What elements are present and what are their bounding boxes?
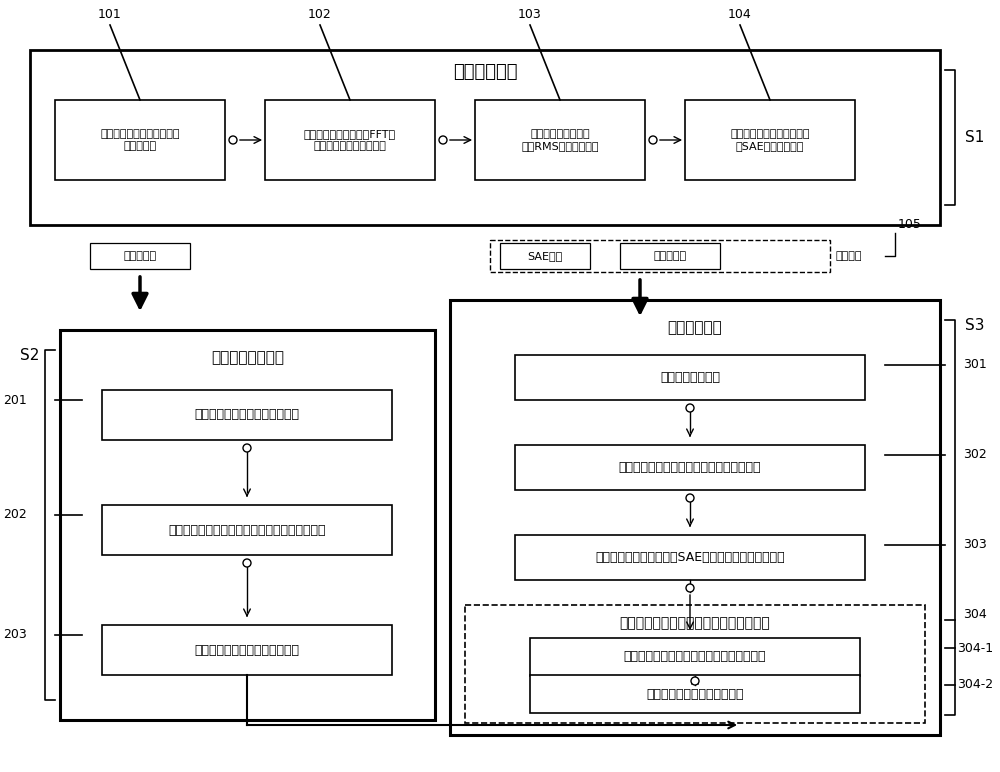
Text: 基线统计阈值生成: 基线统计阈值生成 <box>211 350 284 365</box>
Bar <box>60 330 435 720</box>
Bar <box>450 300 940 735</box>
Bar <box>530 638 860 676</box>
Text: S2: S2 <box>20 347 40 363</box>
Text: 健康表征集: 健康表征集 <box>123 251 157 261</box>
Text: 计算总体分布参数与各健康向量之间的马氏距离: 计算总体分布参数与各健康向量之间的马氏距离 <box>168 523 326 537</box>
Text: 健康表征集: 健康表征集 <box>653 251 687 261</box>
Bar <box>102 390 392 440</box>
Text: 基于健康基线与基线统计阈值的异常判定: 基于健康基线与基线统计阈值的异常判定 <box>620 616 770 630</box>
Text: S3: S3 <box>965 317 985 333</box>
Circle shape <box>229 136 237 144</box>
Text: S1: S1 <box>965 130 985 145</box>
Text: 使用快速傅里叶变换（FFT）
对训练数据进行频谱变换: 使用快速傅里叶变换（FFT） 对训练数据进行频谱变换 <box>304 129 396 151</box>
Text: 健康基线: 健康基线 <box>835 251 862 261</box>
Text: 302: 302 <box>963 449 987 462</box>
Bar <box>102 625 392 675</box>
Bar <box>490 240 830 272</box>
Bar <box>515 355 865 400</box>
Bar <box>685 100 855 180</box>
Bar <box>515 445 865 490</box>
Text: 对提取到的频谱信号
进行RMS压缩变换处理: 对提取到的频谱信号 进行RMS压缩变换处理 <box>521 129 599 151</box>
Circle shape <box>439 136 447 144</box>
Text: 计算健康表征集与实时状态向量的马氏距离: 计算健康表征集与实时状态向量的马氏距离 <box>624 651 766 663</box>
Text: 202: 202 <box>3 509 27 522</box>
Bar <box>530 675 860 713</box>
Circle shape <box>691 677 699 685</box>
Text: 重复步骤一，将测试数据的转化为输入向量: 重复步骤一，将测试数据的转化为输入向量 <box>619 461 761 474</box>
Circle shape <box>649 136 657 144</box>
Text: 将变换后的输入向量依次送
入SAE模型进行训练: 将变换后的输入向量依次送 入SAE模型进行训练 <box>730 129 810 151</box>
Bar <box>475 100 645 180</box>
Text: 105: 105 <box>898 218 922 232</box>
Text: 103: 103 <box>518 8 542 22</box>
Text: 将测试输入向量依次送入SAE模型，得到实时状态向量: 将测试输入向量依次送入SAE模型，得到实时状态向量 <box>595 551 785 564</box>
Text: 实时异常判定: 实时异常判定 <box>668 320 722 336</box>
Text: 结合基线计阈值实现异常判定: 结合基线计阈值实现异常判定 <box>646 688 744 700</box>
Circle shape <box>686 404 694 412</box>
Text: 304: 304 <box>963 608 987 621</box>
Text: 203: 203 <box>3 628 27 642</box>
Circle shape <box>243 444 251 452</box>
Text: 生成直升机传动轴基线统计阈值: 生成直升机传动轴基线统计阈值 <box>194 644 300 656</box>
Bar <box>515 535 865 580</box>
Bar <box>30 50 940 225</box>
Circle shape <box>686 494 694 502</box>
Text: 301: 301 <box>963 358 987 371</box>
Text: 104: 104 <box>728 8 752 22</box>
Text: 201: 201 <box>3 394 27 407</box>
Circle shape <box>243 559 251 567</box>
Text: 304-1: 304-1 <box>957 642 993 655</box>
Text: SAE模型: SAE模型 <box>527 251 563 261</box>
Text: 计算健康表征集的总体分布参数: 计算健康表征集的总体分布参数 <box>194 408 300 422</box>
Text: 303: 303 <box>963 539 987 551</box>
Text: 从直升机传动轴振动信号选
取训练数据: 从直升机传动轴振动信号选 取训练数据 <box>100 129 180 151</box>
Circle shape <box>686 584 694 592</box>
Text: 304-2: 304-2 <box>957 679 993 692</box>
Text: 102: 102 <box>308 8 332 22</box>
Bar <box>265 100 435 180</box>
Bar <box>90 243 190 269</box>
Bar <box>102 505 392 555</box>
Text: 获取实时测试数据: 获取实时测试数据 <box>660 371 720 384</box>
Bar <box>55 100 225 180</box>
Bar <box>500 243 590 269</box>
Bar <box>465 605 925 723</box>
Text: 101: 101 <box>98 8 122 22</box>
Text: 健康基线构建: 健康基线构建 <box>453 63 517 81</box>
Bar <box>620 243 720 269</box>
